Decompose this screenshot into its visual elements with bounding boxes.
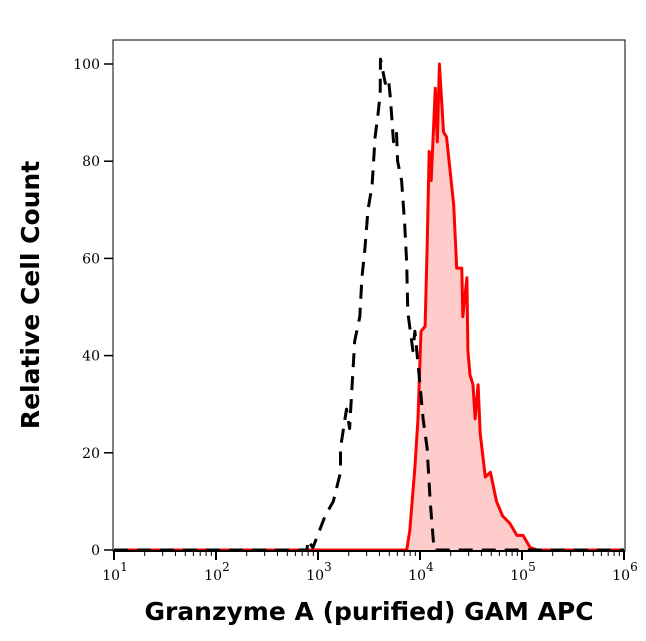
x-tick-base: 10 xyxy=(612,568,630,584)
series-layer xyxy=(114,57,624,552)
x-tick-label: 103 xyxy=(306,560,331,584)
x-tick-label: 106 xyxy=(612,560,637,584)
x-tick-base: 10 xyxy=(204,568,222,584)
y-tick-label: 0 xyxy=(91,543,100,559)
x-tick-label: 105 xyxy=(510,560,535,584)
x-tick-base: 10 xyxy=(102,568,120,584)
plot-frame xyxy=(112,39,626,552)
y-axis-title: Relative Cell Count xyxy=(16,161,45,429)
x-tick-base: 10 xyxy=(510,568,528,584)
y-tick-label: 100 xyxy=(73,57,100,73)
x-tick-label: 102 xyxy=(204,560,229,584)
x-tick-base: 10 xyxy=(306,568,324,584)
x-tick-exponent: 3 xyxy=(324,560,332,574)
y-tick-label: 60 xyxy=(82,251,100,267)
x-tick-exponent: 1 xyxy=(120,560,128,574)
y-tick-label: 80 xyxy=(82,154,100,170)
y-tick-label: 20 xyxy=(82,446,100,462)
x-tick-exponent: 2 xyxy=(222,560,230,574)
x-tick-label: 101 xyxy=(102,560,127,584)
y-tick-label: 40 xyxy=(82,349,100,365)
x-axis-title: Granzyme A (purified) GAM APC xyxy=(144,597,593,626)
x-tick-exponent: 5 xyxy=(528,560,536,574)
series-0-line xyxy=(114,57,624,552)
x-tick-exponent: 6 xyxy=(630,560,638,574)
x-tick-label: 104 xyxy=(408,560,434,584)
x-tick-exponent: 4 xyxy=(426,560,434,574)
x-tick-base: 10 xyxy=(408,568,426,584)
series-1-line xyxy=(114,62,624,552)
